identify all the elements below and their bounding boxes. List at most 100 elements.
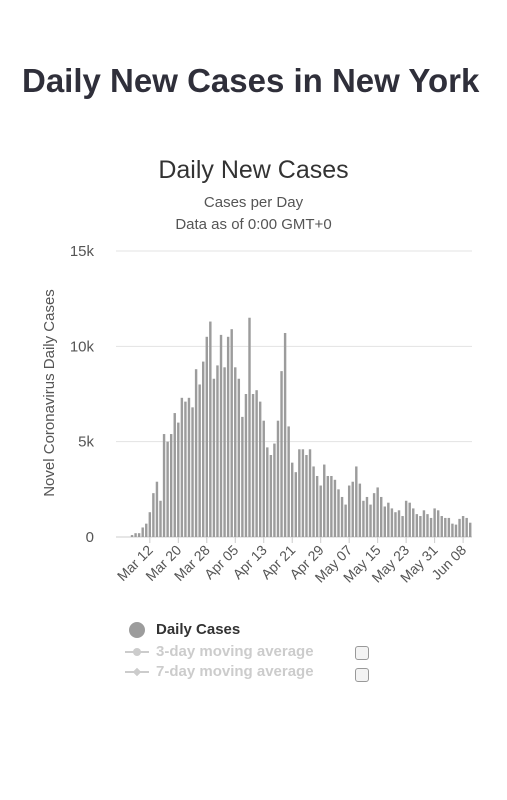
bar[interactable] — [308, 449, 312, 537]
bar[interactable] — [173, 413, 176, 537]
bar[interactable] — [241, 416, 244, 537]
bar[interactable] — [237, 378, 241, 537]
bar[interactable] — [458, 518, 461, 537]
bar[interactable] — [380, 496, 383, 537]
bar[interactable] — [273, 443, 276, 537]
bar[interactable] — [152, 493, 155, 537]
bar[interactable] — [351, 481, 354, 537]
bar[interactable] — [469, 522, 472, 537]
bar[interactable] — [137, 533, 141, 537]
bar[interactable] — [219, 334, 223, 537]
bar[interactable] — [315, 475, 319, 537]
bar[interactable] — [355, 466, 358, 537]
bar[interactable] — [212, 378, 216, 537]
bar[interactable] — [330, 475, 333, 537]
bar[interactable] — [390, 508, 394, 537]
bar[interactable] — [187, 397, 191, 537]
bar[interactable] — [169, 434, 173, 537]
bar[interactable] — [372, 493, 376, 537]
bar[interactable] — [376, 487, 379, 537]
bar[interactable] — [283, 332, 287, 537]
bar[interactable] — [226, 336, 230, 537]
bar[interactable] — [394, 512, 397, 537]
legend-checkbox[interactable] — [355, 646, 369, 660]
legend-item-3day-average[interactable]: 3-day moving average — [125, 642, 385, 662]
bar[interactable] — [362, 500, 365, 537]
bar[interactable] — [326, 475, 330, 537]
bar[interactable] — [383, 506, 386, 537]
bar[interactable] — [454, 524, 458, 537]
bar[interactable] — [159, 500, 162, 537]
bar[interactable] — [312, 466, 315, 537]
bar[interactable] — [141, 527, 144, 537]
bar[interactable] — [397, 510, 401, 537]
bar[interactable] — [369, 504, 372, 537]
bar[interactable] — [184, 401, 187, 537]
bar[interactable] — [244, 394, 248, 537]
bar[interactable] — [387, 502, 390, 537]
bar[interactable] — [347, 485, 351, 537]
bar[interactable] — [358, 483, 362, 537]
bar[interactable] — [251, 394, 255, 537]
bar[interactable] — [440, 516, 443, 537]
bar[interactable] — [298, 449, 301, 537]
bar[interactable] — [408, 502, 411, 537]
bar[interactable] — [404, 500, 408, 537]
bar[interactable] — [333, 479, 337, 537]
bar[interactable] — [429, 517, 433, 537]
bar[interactable] — [130, 535, 134, 537]
bar[interactable] — [422, 510, 426, 537]
bar[interactable] — [162, 434, 166, 537]
bar[interactable] — [465, 517, 468, 537]
bar[interactable] — [365, 496, 369, 537]
bar[interactable] — [401, 516, 404, 537]
bar[interactable] — [323, 464, 326, 537]
bar[interactable] — [269, 455, 273, 537]
bar[interactable] — [230, 329, 233, 537]
bar[interactable] — [255, 390, 258, 537]
bar[interactable] — [194, 369, 198, 537]
bar[interactable] — [191, 407, 194, 537]
bar[interactable] — [205, 336, 208, 537]
bar[interactable] — [223, 367, 226, 537]
bar[interactable] — [447, 517, 451, 537]
bar[interactable] — [266, 447, 269, 537]
bar[interactable] — [177, 422, 180, 537]
bar[interactable] — [436, 510, 440, 537]
bar[interactable] — [294, 472, 297, 537]
bar[interactable] — [433, 508, 436, 537]
bar[interactable] — [340, 496, 344, 537]
bar[interactable] — [258, 401, 262, 537]
bar[interactable] — [415, 514, 419, 537]
legend-checkbox[interactable] — [355, 668, 369, 682]
bar[interactable] — [305, 455, 308, 537]
bar[interactable] — [180, 397, 184, 537]
bar[interactable] — [148, 512, 152, 537]
bar[interactable] — [262, 420, 265, 537]
bar[interactable] — [209, 321, 212, 537]
bar[interactable] — [248, 317, 251, 537]
bar[interactable] — [287, 426, 290, 537]
bar[interactable] — [155, 481, 159, 537]
bar[interactable] — [301, 449, 305, 537]
bar[interactable] — [419, 516, 422, 537]
bar[interactable] — [444, 517, 447, 537]
bar[interactable] — [216, 365, 219, 537]
bar[interactable] — [145, 523, 148, 537]
bar[interactable] — [344, 504, 347, 537]
legend-item-7day-average[interactable]: 7-day moving average — [125, 662, 385, 682]
legend-item-daily-cases[interactable]: Daily Cases — [125, 620, 385, 640]
bar[interactable] — [412, 508, 415, 537]
bar[interactable] — [276, 420, 280, 537]
bar[interactable] — [280, 371, 283, 537]
bars[interactable] — [130, 317, 472, 537]
bar[interactable] — [198, 384, 201, 537]
bar[interactable] — [337, 489, 340, 537]
bar[interactable] — [166, 441, 169, 537]
bar[interactable] — [202, 361, 205, 537]
bar[interactable] — [291, 462, 294, 537]
bar[interactable] — [426, 514, 429, 537]
bar[interactable] — [319, 485, 322, 537]
bar[interactable] — [451, 523, 454, 537]
bar[interactable] — [134, 533, 137, 537]
